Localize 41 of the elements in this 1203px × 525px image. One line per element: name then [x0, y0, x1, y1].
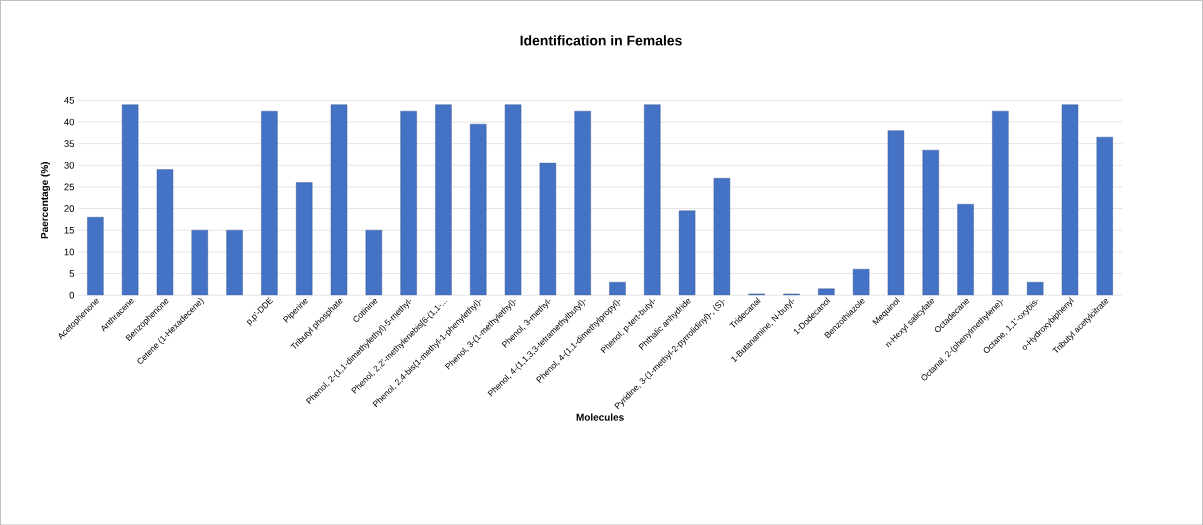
y-axis-title: Paercentage (%) — [40, 161, 51, 239]
bar — [121, 104, 139, 295]
bar — [887, 130, 905, 295]
y-tick-label: 0 — [69, 291, 75, 299]
x-axis-title: Molecules — [576, 413, 624, 421]
bar — [713, 177, 731, 295]
bar — [1096, 136, 1113, 295]
bar — [504, 104, 522, 295]
bar — [609, 281, 626, 295]
bar — [470, 123, 487, 295]
y-tick-label: 35 — [64, 140, 75, 147]
bar — [296, 182, 313, 295]
bar — [1026, 281, 1044, 295]
bar — [922, 149, 939, 295]
bar — [678, 210, 696, 295]
bar — [365, 229, 383, 295]
chart-title: Identification in Females — [520, 35, 682, 46]
bar — [852, 268, 870, 295]
bar — [1061, 104, 1079, 295]
y-tick-label: 30 — [64, 161, 75, 169]
bar — [818, 288, 835, 295]
bar — [87, 216, 104, 295]
y-tick-label: 40 — [64, 118, 75, 126]
bar — [330, 104, 348, 295]
bar — [400, 110, 417, 295]
bar — [574, 110, 591, 295]
y-tick-label: 15 — [64, 226, 75, 234]
bar — [539, 162, 557, 295]
y-tick-label: 5 — [69, 270, 75, 277]
y-tick-label: 25 — [64, 183, 75, 191]
y-tick-label: 10 — [64, 248, 75, 256]
bar — [226, 229, 243, 295]
bar — [261, 110, 278, 295]
y-tick-label: 45 — [64, 96, 75, 104]
bar — [191, 229, 208, 295]
bar — [644, 104, 661, 295]
bar — [957, 203, 974, 295]
y-tick-label: 20 — [64, 205, 75, 212]
bar — [156, 169, 174, 295]
bar — [992, 110, 1009, 295]
bar — [435, 104, 452, 295]
